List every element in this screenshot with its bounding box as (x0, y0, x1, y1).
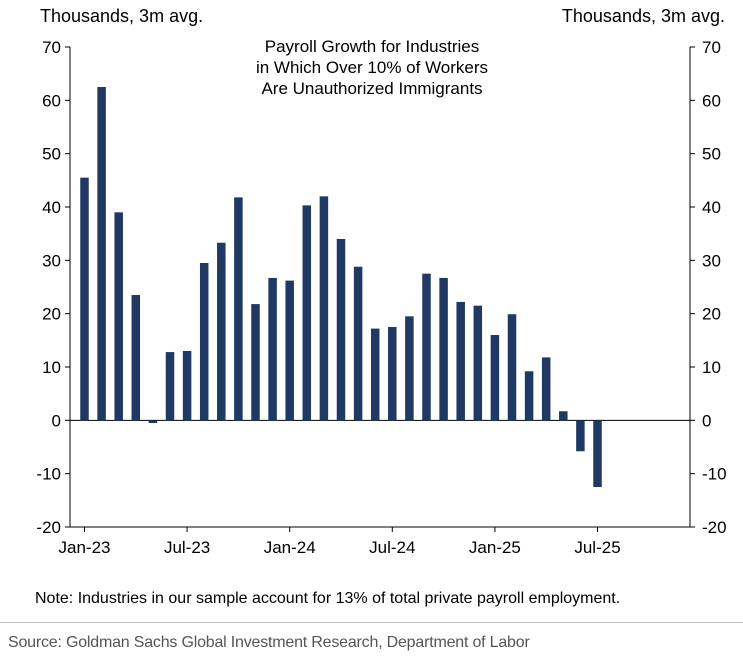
x-tick-label: Jul-23 (164, 538, 210, 557)
bar (422, 273, 431, 421)
y-tick-label-left: -20 (36, 518, 61, 537)
right-axis-unit-label: Thousands, 3m avg. (561, 6, 725, 26)
bar (97, 87, 106, 421)
bar (131, 295, 141, 421)
bar (148, 420, 158, 423)
y-tick-label-left: 10 (42, 358, 61, 377)
bar-chart: -20 -20 -10 -10 0 0 10 10 20 20 30 30 40 40 50 50 60 60 70… (36, 37, 727, 557)
bar (473, 305, 483, 421)
y-tick-label-left: 20 (42, 305, 61, 324)
x-tick-label: Jul-25 (574, 538, 620, 557)
bar (268, 277, 277, 421)
x-tick-label: Jan-23 (59, 538, 111, 557)
bar (593, 420, 602, 487)
bar (80, 177, 89, 421)
bar (234, 197, 243, 421)
bar (182, 351, 192, 421)
bar (456, 301, 465, 421)
y-tick-label-right: -10 (702, 465, 727, 484)
y-tick-label-left: 0 (52, 411, 61, 430)
y-tick-label-right: -20 (702, 518, 727, 537)
x-tick-label: Jan-25 (469, 538, 521, 557)
bar (541, 357, 551, 421)
y-tick-label-right: 40 (702, 198, 721, 217)
bar (251, 304, 260, 421)
y-tick-label-left: 40 (42, 198, 61, 217)
bar (217, 242, 226, 421)
left-axis-unit-label: Thousands, 3m avg. (40, 6, 204, 26)
bar (576, 420, 585, 452)
bar (559, 411, 568, 421)
y-tick-label-right: 10 (702, 358, 721, 377)
bar (405, 316, 414, 421)
bar (507, 314, 517, 421)
bar (199, 263, 209, 421)
x-tick-label: Jan-24 (264, 538, 316, 557)
y-tick-label-right: 60 (702, 91, 721, 110)
x-tick-label: Jul-24 (369, 538, 415, 557)
chart-title-line: Payroll Growth for Industries (265, 37, 479, 56)
y-tick-label-left: -10 (36, 465, 61, 484)
bar (285, 280, 294, 421)
y-tick-label-right: 50 (702, 145, 721, 164)
bar (388, 327, 397, 421)
y-tick-label-left: 70 (42, 38, 61, 57)
y-tick-label-right: 30 (702, 251, 721, 270)
bar (439, 277, 448, 421)
chart-title-line: Are Unauthorized Immigrants (261, 79, 482, 98)
divider (0, 622, 743, 623)
y-tick-label-right: 20 (702, 305, 721, 324)
bar (114, 212, 123, 421)
bar (353, 266, 363, 421)
y-tick-label-left: 60 (42, 91, 61, 110)
bar (165, 352, 175, 421)
bar (319, 196, 329, 421)
y-tick-label-right: 0 (702, 411, 711, 430)
bar (336, 239, 346, 421)
y-tick-label-right: 70 (702, 38, 721, 57)
source-line: Source: Goldman Sachs Global Investment … (8, 634, 530, 651)
y-tick-label-left: 50 (42, 145, 61, 164)
chart-title-line: in Which Over 10% of Workers (256, 58, 488, 77)
chart-note: Note: Industries in our sample account f… (35, 590, 621, 607)
y-tick-label-left: 30 (42, 251, 61, 270)
bar (370, 328, 380, 421)
bar (524, 371, 534, 421)
bar (490, 335, 500, 421)
bar (302, 205, 312, 421)
